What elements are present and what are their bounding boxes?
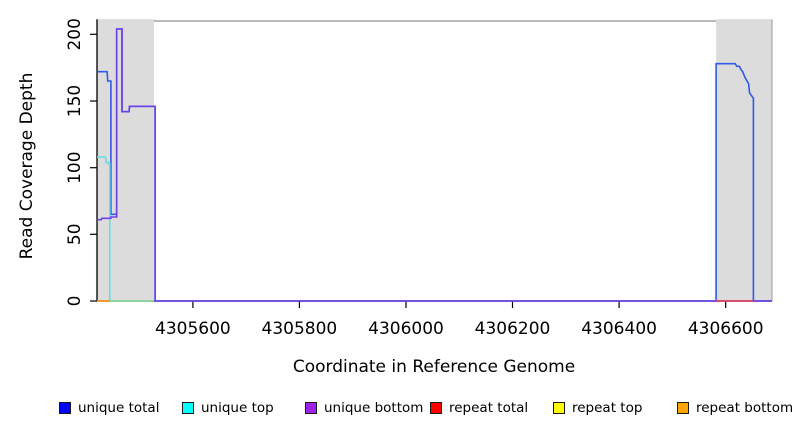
legend-swatch-icon	[182, 402, 194, 414]
x-tick-label: 4306600	[688, 319, 764, 339]
legend-item-repeat-total: repeat total	[430, 399, 528, 417]
legend-swatch-icon	[553, 402, 565, 414]
series-unique-total	[97, 28, 772, 302]
legend-label: unique total	[78, 400, 160, 416]
legend-item-unique-total: unique total	[59, 399, 159, 417]
legend-swatch-icon	[305, 402, 317, 414]
x-tick-label: 4306400	[581, 319, 657, 339]
legend-swatch-icon	[677, 402, 689, 414]
legend-item-repeat-top: repeat top	[553, 399, 642, 417]
y-tick-label: 100	[65, 151, 85, 183]
legend-item-repeat-bottom: repeat bottom	[677, 399, 792, 417]
legend-item-unique-top: unique top	[182, 399, 274, 417]
highlight-band-1	[716, 19, 772, 301]
y-tick-label: 150	[65, 85, 85, 117]
legend: unique total unique top unique bottom repea…	[0, 399, 792, 421]
legend-item-unique-bottom: unique bottom	[305, 399, 423, 417]
series-unique-bottom	[97, 28, 772, 302]
legend-label: repeat top	[572, 400, 643, 416]
x-tick-label: 4305600	[155, 319, 231, 339]
legend-label: unique bottom	[324, 400, 424, 416]
y-axis-label: Read Coverage Depth	[17, 72, 37, 260]
x-tick-label: 4306000	[368, 319, 444, 339]
x-tick-label: 4306200	[475, 319, 551, 339]
series-unique-top	[97, 156, 154, 302]
x-tick-label: 4305800	[262, 319, 338, 339]
y-tick-label: 0	[65, 296, 85, 307]
legend-label: repeat bottom	[696, 400, 792, 416]
legend-swatch-icon	[59, 402, 71, 414]
legend-label: repeat total	[449, 400, 529, 416]
x-axis-label: Coordinate in Reference Genome	[292, 357, 576, 377]
y-tick-label: 50	[65, 223, 85, 245]
y-tick-label: 200	[65, 18, 85, 50]
legend-label: unique top	[201, 400, 274, 416]
legend-swatch-icon	[430, 402, 442, 414]
